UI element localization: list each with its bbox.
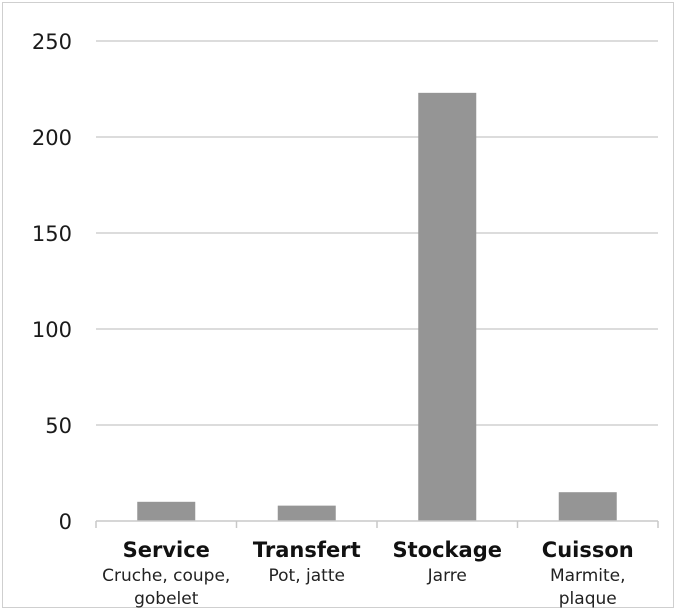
category-label: Transfert	[253, 538, 361, 562]
category-label: Service	[123, 538, 210, 562]
bar-transfert	[277, 505, 336, 521]
y-tick-label: 0	[59, 510, 72, 534]
category-description: Pot, jatte	[269, 566, 345, 586]
y-tick-label: 250	[32, 30, 72, 54]
x-axis-category-labels: Service Cruche, coupe, gobelet Transfert Pot…	[102, 538, 634, 609]
x-axis	[95, 520, 659, 528]
category-label: Stockage	[393, 538, 502, 562]
category-description: Jarre	[427, 566, 467, 586]
y-tick-label: 50	[45, 414, 72, 438]
bar-service	[137, 501, 196, 521]
category-description: plaque	[559, 589, 617, 609]
y-tick-label: 200	[32, 126, 72, 150]
bars	[137, 92, 617, 521]
gridlines	[96, 40, 658, 426]
y-tick-label: 150	[32, 222, 72, 246]
category-description: Marmite,	[550, 566, 626, 586]
category-description: Cruche, coupe,	[102, 566, 230, 586]
bar-cuisson	[558, 492, 617, 521]
y-tick-label: 100	[32, 318, 72, 342]
bar-stockage	[418, 92, 477, 521]
category-description: gobelet	[134, 589, 199, 609]
y-axis-tick-labels: 0 50 100 150 200 250	[32, 30, 72, 534]
category-label: Cuisson	[542, 538, 634, 562]
